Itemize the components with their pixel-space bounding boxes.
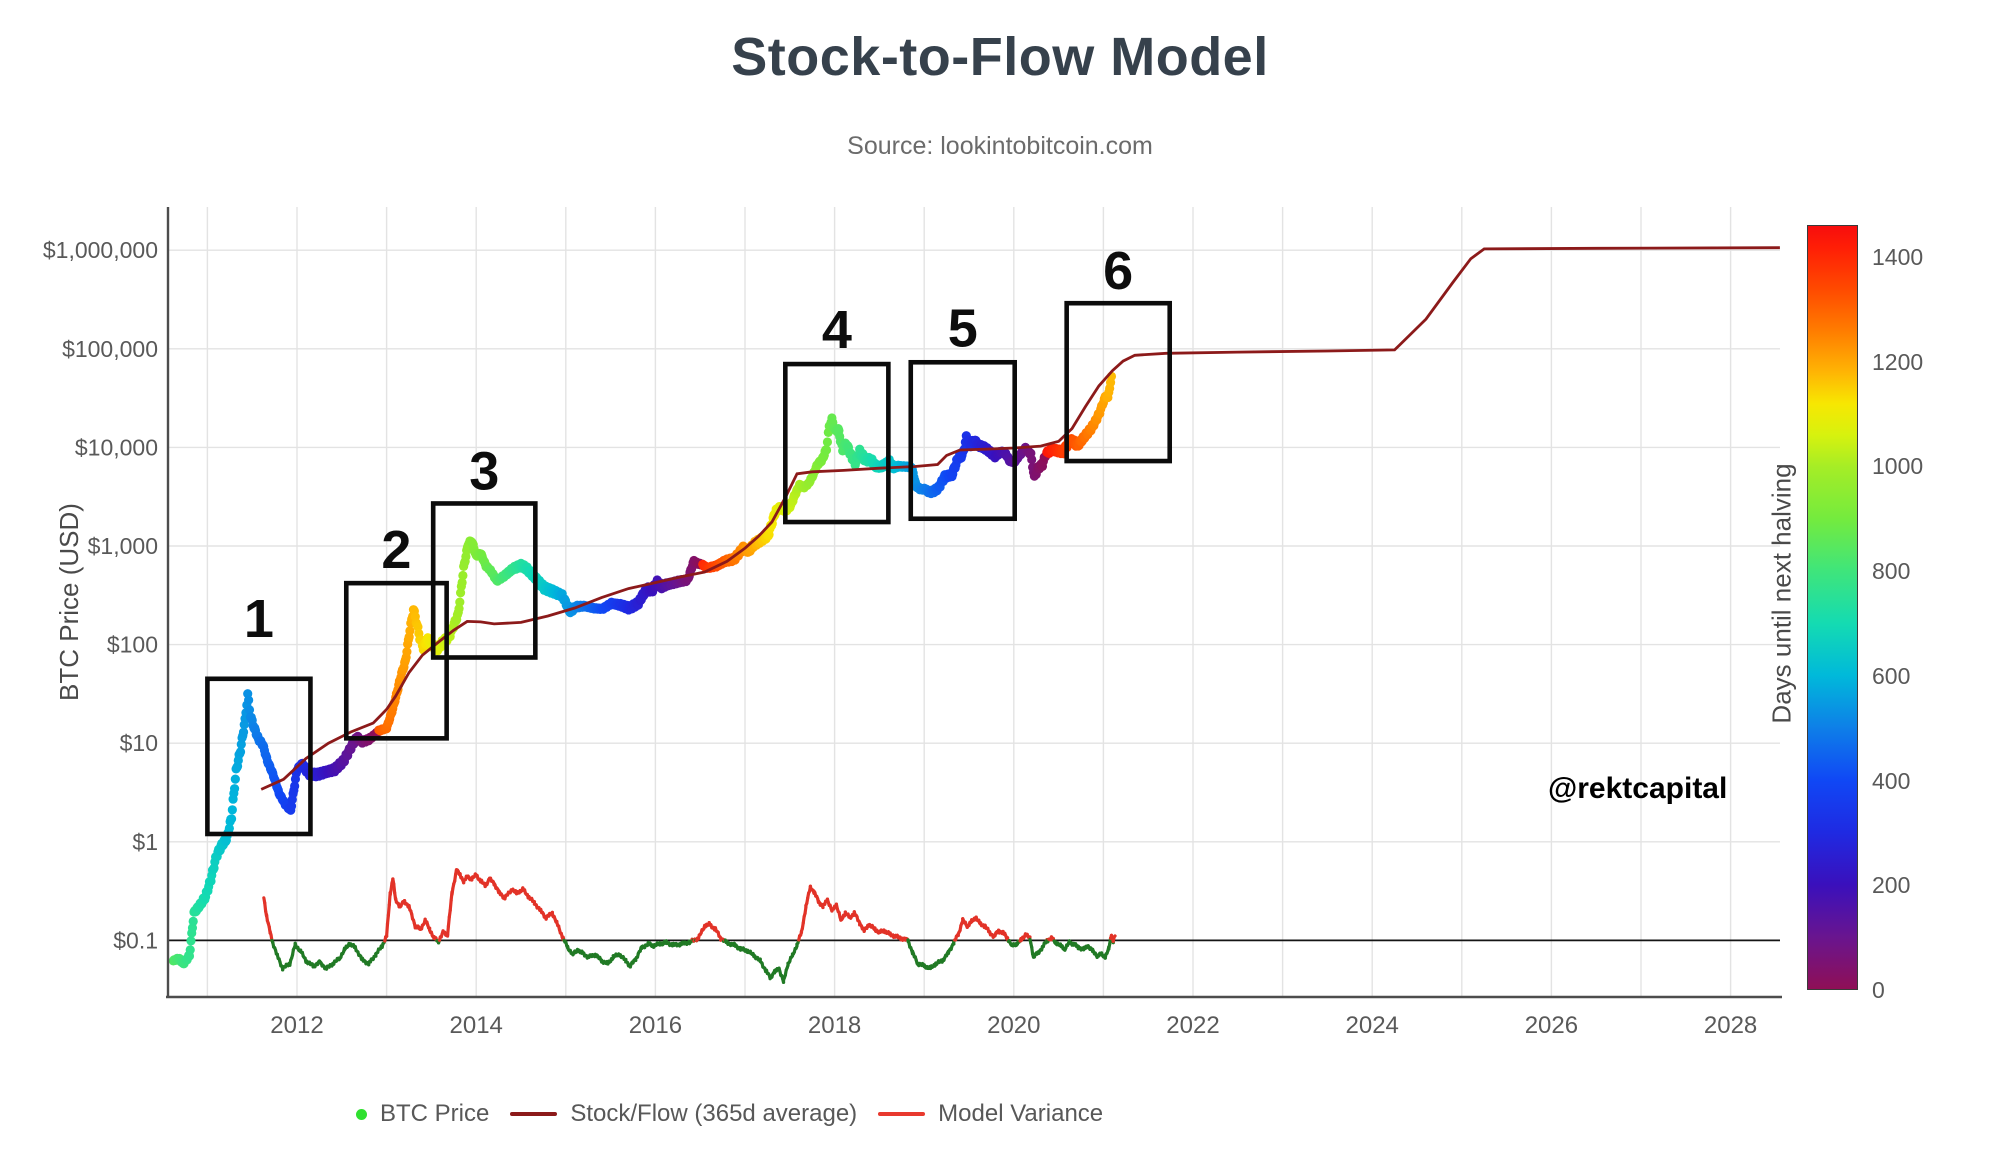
y-axis-tick-labels: $1,000,000 $100,000 $10,000 $1,000 $100 $10 $1… — [43, 237, 158, 953]
svg-text:$10,000: $10,000 — [75, 434, 158, 460]
svg-text:$100,000: $100,000 — [62, 336, 158, 362]
svg-text:$1: $1 — [132, 829, 158, 855]
colorbar-tick: 800 — [1872, 558, 1911, 585]
watermark: @rektcapital — [1548, 772, 1728, 805]
svg-text:2016: 2016 — [629, 1012, 682, 1039]
legend-item-model-variance[interactable]: Model Variance — [878, 1100, 1103, 1128]
colorbar-tick: 1400 — [1872, 243, 1924, 270]
colorbar-tick: 1200 — [1872, 348, 1924, 375]
colorbar-tick: 0 — [1872, 977, 1885, 1003]
legend-item-btc-price[interactable]: BTC Price — [356, 1100, 489, 1128]
colorbar-label: Days until next halving — [1766, 463, 1797, 724]
vertical-gridlines — [206, 207, 1732, 997]
svg-text:$1,000,000: $1,000,000 — [43, 237, 158, 263]
chart-title: Stock-to-Flow Model — [731, 27, 1269, 87]
model-variance-series — [262, 868, 1117, 984]
svg-text:2: 2 — [381, 520, 411, 580]
colorbar-gradient — [1807, 225, 1858, 990]
svg-text:1: 1 — [244, 589, 274, 649]
btc-price-series — [168, 371, 1117, 969]
y-axis-title: BTC Price (USD) — [54, 503, 84, 701]
chart-legend: BTC Price Stock/Flow (365d average) Model … — [356, 1100, 1103, 1128]
svg-text:2022: 2022 — [1166, 1012, 1219, 1039]
colorbar-tick: 400 — [1872, 767, 1911, 794]
chart-source: Source: lookintobitcoin.com — [847, 132, 1153, 160]
legend-label: Model Variance — [938, 1100, 1104, 1127]
svg-text:2014: 2014 — [450, 1012, 503, 1039]
svg-text:5: 5 — [948, 298, 978, 358]
colorbar-tick: 1000 — [1872, 453, 1924, 480]
axes-spines — [166, 207, 1782, 999]
svg-text:4: 4 — [822, 300, 852, 360]
legend-label: Stock/Flow (365d average) — [570, 1100, 858, 1127]
legend-label: BTC Price — [380, 1100, 490, 1127]
svg-text:2028: 2028 — [1704, 1012, 1757, 1039]
svg-text:2024: 2024 — [1346, 1012, 1399, 1039]
svg-text:$10: $10 — [120, 730, 158, 756]
svg-text:2012: 2012 — [270, 1012, 323, 1039]
svg-text:2026: 2026 — [1525, 1012, 1578, 1039]
colorbar-tick: 200 — [1872, 872, 1911, 899]
x-axis-tick-labels: 2012 2014 2016 2018 2020 2022 2024 2026 2028 — [270, 1012, 1757, 1039]
svg-text:6: 6 — [1103, 241, 1133, 301]
svg-text:2018: 2018 — [808, 1012, 861, 1039]
colorbar-tick: 600 — [1872, 662, 1911, 689]
svg-text:3: 3 — [469, 441, 499, 501]
svg-text:2020: 2020 — [987, 1012, 1040, 1039]
stock-flow-line — [260, 246, 1780, 791]
svg-text:$100: $100 — [107, 632, 158, 658]
legend-item-stock-flow-365d-average[interactable]: Stock/Flow (365d average) — [510, 1100, 857, 1128]
legend-dot-marker — [356, 1108, 367, 1120]
legend-line-marker — [510, 1112, 558, 1116]
svg-text:$1,000: $1,000 — [88, 533, 158, 559]
svg-text:$0.1: $0.1 — [113, 927, 158, 953]
legend-line-marker — [878, 1112, 926, 1116]
